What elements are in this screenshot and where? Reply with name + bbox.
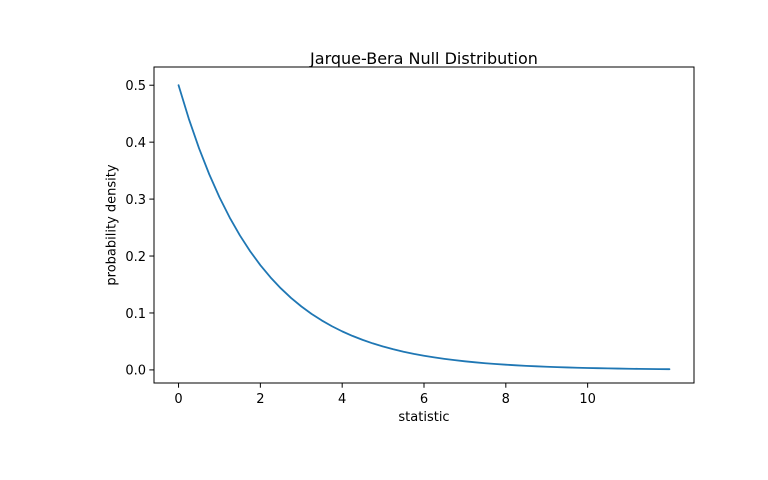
- y-tick-label: 0.5: [125, 79, 146, 94]
- y-tick-label: 0.0: [125, 364, 146, 379]
- x-tick-label: 2: [256, 392, 264, 407]
- y-axis-label: probability density: [104, 164, 120, 286]
- y-tick-label: 0.2: [125, 250, 146, 265]
- y-tick-label: 0.3: [125, 193, 146, 208]
- density-curve: [177, 84, 671, 371]
- x-tick-label: 10: [579, 392, 596, 407]
- x-tick-label: 8: [502, 392, 510, 407]
- plot-spines: [153, 66, 695, 384]
- y-tick-label: 0.1: [125, 307, 146, 322]
- y-tick-label: 0.4: [125, 136, 146, 151]
- x-tick-label: 4: [338, 392, 346, 407]
- x-axis-label: statistic: [398, 410, 450, 425]
- x-tick-label: 6: [420, 392, 428, 407]
- chart-title: Jarque-Bera Null Distribution: [310, 49, 538, 68]
- x-tick-label: 0: [174, 392, 182, 407]
